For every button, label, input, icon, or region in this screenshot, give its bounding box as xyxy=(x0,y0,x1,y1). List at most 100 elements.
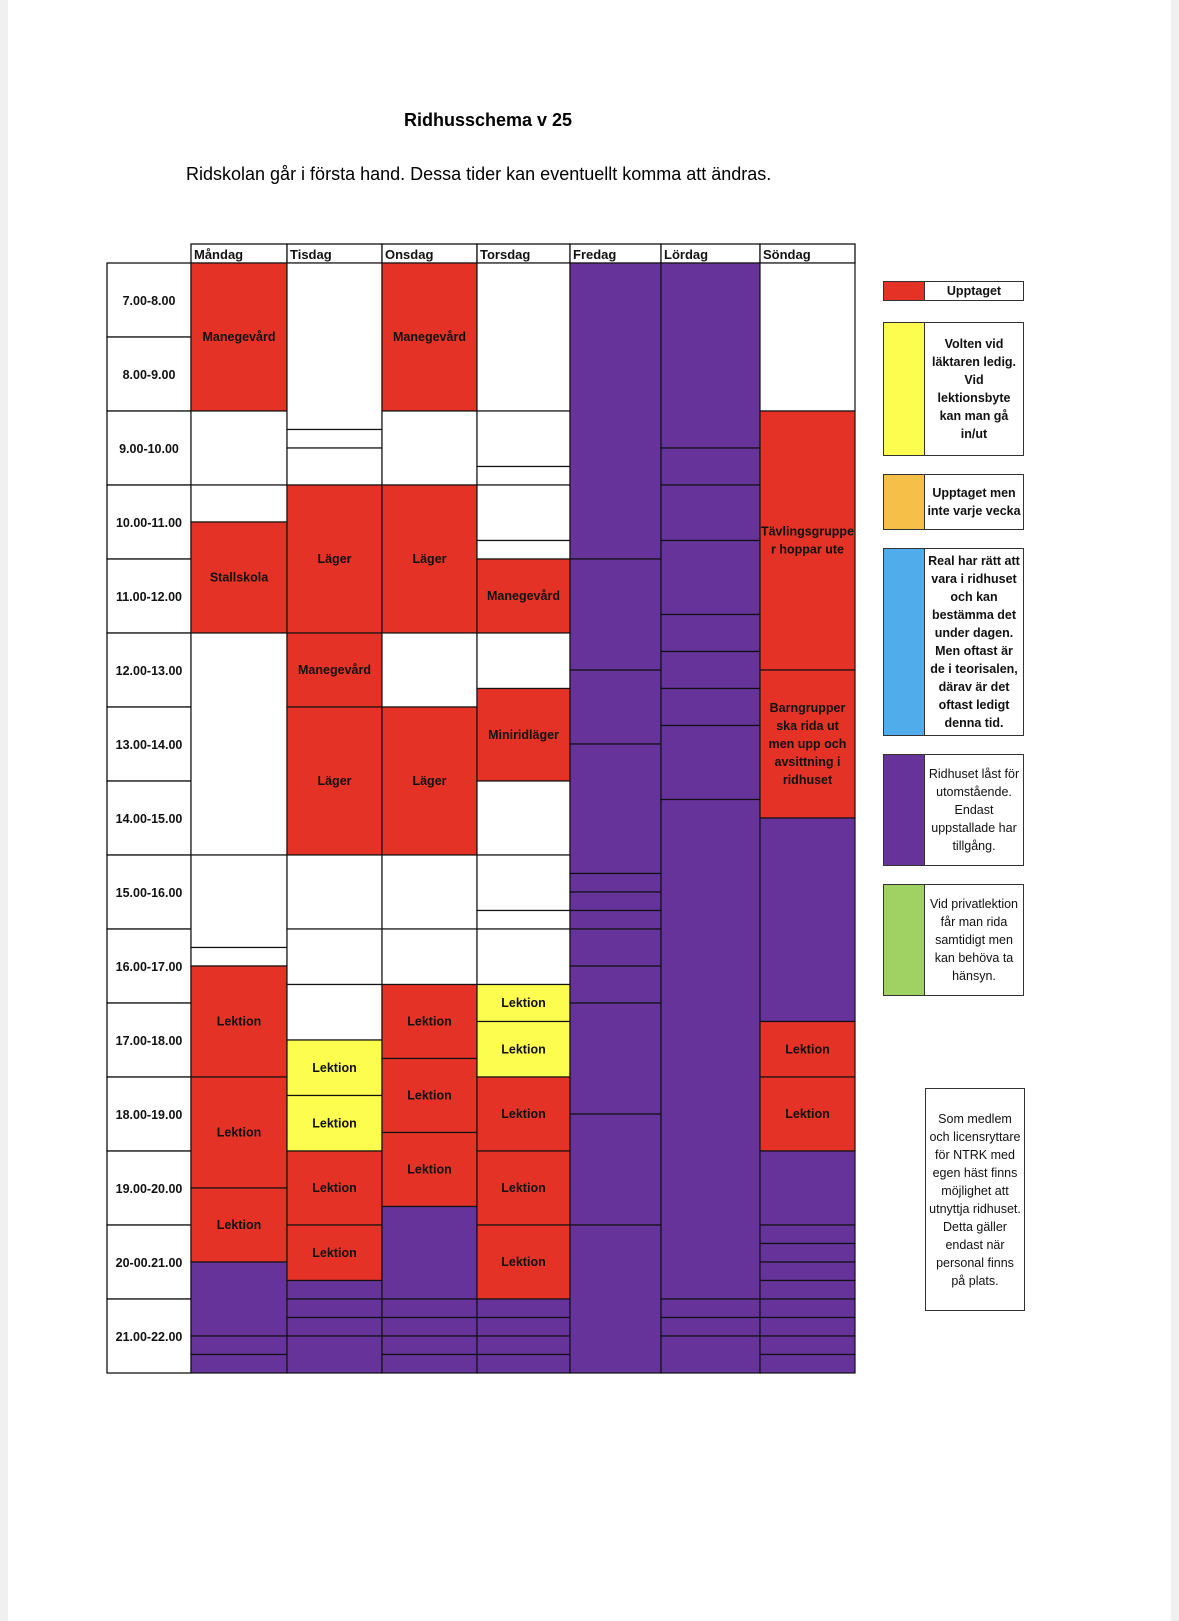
schedule-cell xyxy=(381,928,478,986)
schedule-cell xyxy=(286,1279,383,1300)
schedule-cell xyxy=(476,1298,571,1319)
schedule-cell xyxy=(759,1242,856,1263)
schedule-cell-label: Manegevård xyxy=(203,330,276,344)
schedule-cell-label: Lektion xyxy=(501,1255,545,1269)
schedule-cell xyxy=(759,817,856,1023)
schedule-cell-label: Lektion xyxy=(407,1015,451,1029)
day-header-label: Onsdag xyxy=(385,247,433,262)
schedule-cell xyxy=(569,743,662,875)
schedule-cell xyxy=(476,262,571,412)
schedule-cell xyxy=(476,1224,571,1300)
schedule-cell-label: Lektion xyxy=(217,1015,261,1029)
schedule-cell-label: Läger xyxy=(412,774,446,788)
schedule-cell xyxy=(190,1335,288,1356)
schedule-cell-label: Lektion xyxy=(312,1061,356,1075)
time-slot-cell xyxy=(106,928,192,1004)
schedule-cell xyxy=(476,1076,571,1152)
schedule-cell xyxy=(660,687,761,727)
schedule-cell xyxy=(190,1353,288,1374)
schedule-cell xyxy=(476,1353,571,1374)
schedule-cell xyxy=(286,1316,383,1337)
schedule-cell xyxy=(190,484,288,523)
schedule-cell xyxy=(286,1335,383,1374)
time-slot-cell xyxy=(106,780,192,856)
schedule-cell xyxy=(381,262,478,412)
schedule-cell-label: Lektion xyxy=(312,1181,356,1195)
schedule-cell xyxy=(286,262,383,431)
schedule-cell-label: Barngrupper ska rida ut men upp och avsittn… xyxy=(769,701,847,787)
time-slot-label: 19.00-20.00 xyxy=(116,1182,183,1196)
time-slot-cell xyxy=(106,1298,192,1374)
day-header-label: Måndag xyxy=(194,247,243,262)
schedule-cell xyxy=(286,983,383,1041)
schedule-cell xyxy=(476,465,571,486)
schedule-cell-label: Tävlingsgruppe r hoppar ute xyxy=(761,525,854,557)
schedule-cell xyxy=(476,687,571,782)
schedule-cell xyxy=(759,1020,856,1078)
schedule-cell-label: Miniridläger xyxy=(488,728,559,742)
schedule-cell xyxy=(660,447,761,486)
schedule-cell xyxy=(569,909,662,930)
time-slot-cell xyxy=(106,1076,192,1152)
schedule-cell xyxy=(759,1150,856,1226)
schedule-cell xyxy=(660,539,761,616)
schedule-cell xyxy=(381,706,478,856)
schedule-cell xyxy=(569,965,662,1004)
time-slot-label: 20-00.21.00 xyxy=(116,1256,183,1270)
schedule-cell xyxy=(381,983,478,1060)
schedule-cell xyxy=(759,262,856,412)
time-slot-label: 18.00-19.00 xyxy=(116,1108,183,1122)
schedule-cell xyxy=(476,539,571,560)
schedule-cell xyxy=(569,1002,662,1115)
time-slot-cell xyxy=(106,484,192,560)
schedule-cell xyxy=(476,928,571,986)
time-slot-cell xyxy=(106,854,192,930)
legend-text: Ridhuset låst för utomstående. Endast up… xyxy=(925,754,1024,866)
schedule-cell xyxy=(660,798,761,1300)
schedule-cell xyxy=(759,410,856,671)
schedule-cell xyxy=(660,1335,761,1374)
schedule-cell xyxy=(660,484,761,542)
schedule-cell xyxy=(381,484,478,634)
schedule-cell xyxy=(476,1335,571,1356)
schedule-cell xyxy=(476,909,571,930)
schedule-cell xyxy=(381,1057,478,1134)
schedule-cell xyxy=(569,669,662,745)
time-slot-label: 15.00-16.00 xyxy=(116,886,183,900)
day-header-label: Torsdag xyxy=(480,247,530,262)
schedule-cell xyxy=(476,983,571,1023)
schedule-cell xyxy=(286,1298,383,1319)
time-slot-label: 17.00-18.00 xyxy=(116,1034,183,1048)
legend-swatch xyxy=(883,754,925,866)
schedule-cell xyxy=(759,1316,856,1337)
schedule-cell xyxy=(190,946,288,967)
schedule-cell-label: Lektion xyxy=(785,1107,829,1121)
schedule-cell-label: Lektion xyxy=(217,1126,261,1140)
schedule-cell xyxy=(660,262,761,449)
schedule-cell xyxy=(569,1113,662,1226)
legend-swatch xyxy=(883,322,925,456)
legend-text: Upptaget xyxy=(925,281,1024,301)
schedule-cell xyxy=(660,613,761,653)
time-slot-label: 16.00-17.00 xyxy=(116,960,183,974)
schedule-cell xyxy=(476,484,571,542)
legend-swatch xyxy=(883,548,925,736)
schedule-cell-label: Lektion xyxy=(312,1246,356,1260)
legend-swatch xyxy=(883,281,925,301)
time-slot-cell xyxy=(106,410,192,486)
schedule-cell xyxy=(381,1131,478,1208)
time-slot-cell xyxy=(106,1224,192,1300)
schedule-cell xyxy=(759,1224,856,1245)
document-title: Ridhusschema v 25 xyxy=(403,110,573,130)
time-slot-label: 8.00-9.00 xyxy=(123,368,176,382)
schedule-cell xyxy=(286,428,383,449)
legend-text: Real har rätt att vara i ridhuset och ka… xyxy=(925,548,1024,736)
member-note: Som medlem och licensryttare för NTRK me… xyxy=(925,1088,1025,1311)
schedule-cell xyxy=(660,1316,761,1337)
time-slot-label: 13.00-14.00 xyxy=(116,738,183,752)
schedule-cell-label: Lektion xyxy=(407,1089,451,1103)
day-header-label: Lördag xyxy=(664,247,708,262)
legend-text: Upptaget men inte varje vecka xyxy=(925,474,1024,530)
schedule-cell xyxy=(569,558,662,671)
